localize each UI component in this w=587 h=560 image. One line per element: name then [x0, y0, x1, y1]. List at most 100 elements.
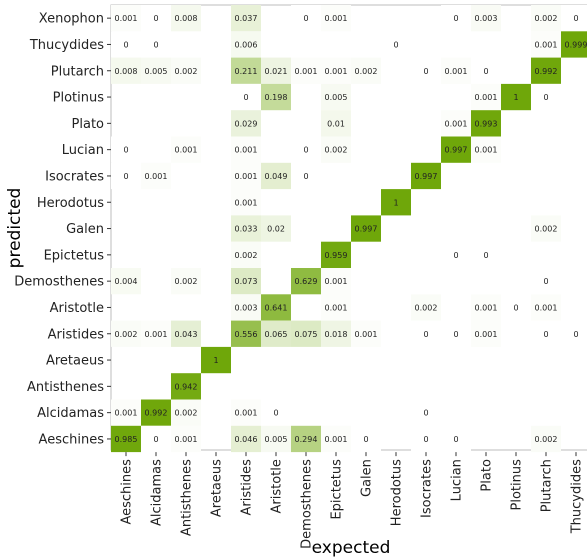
cell-value-label: 0.002	[355, 67, 378, 76]
cell-value-label: 1	[213, 356, 218, 365]
heatmap-cell	[231, 425, 261, 453]
heatmap-cell	[381, 189, 411, 216]
y-tick-label: Aristides	[48, 327, 105, 342]
cell-value-label: 0	[153, 435, 158, 444]
cell-value-label: 0	[453, 435, 458, 444]
cell-value-label: 0.997	[355, 225, 378, 234]
cell-value-label: 0.001	[235, 198, 258, 207]
cell-value-label: 0.004	[115, 277, 138, 286]
x-tick-label: Epictetus	[330, 459, 345, 520]
heatmap-cell	[111, 31, 141, 58]
heatmap-cell	[231, 215, 261, 242]
heatmap-cell	[321, 57, 351, 84]
cell-value-label: 0	[573, 330, 578, 339]
x-tick-label: Lucian	[450, 459, 465, 501]
cell-value-label: 0	[153, 14, 158, 23]
cell-value-label: 0.001	[325, 435, 348, 444]
cell-value-label: 0.997	[445, 146, 468, 155]
cell-value-label: 0	[123, 146, 128, 155]
cell-value-label: 0	[303, 146, 308, 155]
heatmap-cell	[321, 136, 351, 163]
y-tick-label: Thucydides	[29, 38, 104, 53]
heatmap-cell	[231, 136, 261, 163]
heatmap-cell	[231, 294, 261, 321]
heatmap-cell	[471, 320, 501, 347]
heatmap-cell	[171, 268, 201, 295]
heatmap-cell	[531, 320, 561, 347]
heatmap-cell	[171, 57, 201, 84]
x-axis-title: expected	[312, 538, 391, 558]
heatmap-cell	[141, 31, 171, 58]
cell-value-label: 0	[153, 40, 158, 49]
cell-value-label: 0.001	[445, 67, 468, 76]
heatmap-cell	[171, 425, 201, 453]
heatmap-cells: 0.00100.0080.03700.00100.0030.00200.9720…	[111, 5, 587, 453]
x-tick-label: Alcidamas	[150, 459, 165, 526]
cell-value-label: 0.002	[175, 409, 198, 418]
cell-value-label: 0	[423, 435, 428, 444]
heatmap-cell	[411, 399, 441, 426]
cell-value-label: 0.942	[175, 382, 198, 391]
cell-value-label: 0.075	[295, 330, 318, 339]
heatmap-cell	[321, 241, 351, 268]
cell-value-label: 0.003	[235, 303, 258, 312]
heatmap-cell	[471, 110, 501, 137]
y-tick-label: Plato	[72, 117, 105, 132]
heatmap-cell	[411, 294, 441, 321]
cell-value-label: 0.002	[115, 330, 138, 339]
cell-value-label: 0.001	[535, 303, 558, 312]
heatmap-cell	[501, 83, 531, 111]
cell-value-label: 0	[393, 40, 398, 49]
cell-value-label: 0.992	[145, 409, 168, 418]
cell-value-label: 0	[573, 14, 578, 23]
cell-value-label: 0	[423, 409, 428, 418]
heatmap-cell	[231, 268, 261, 295]
heatmap-cell	[561, 320, 587, 347]
cell-value-label: 0	[513, 303, 518, 312]
heatmap-cell	[531, 83, 561, 111]
cell-value-label: 0	[273, 409, 278, 418]
cell-value-label: 0.002	[535, 14, 558, 23]
heatmap-cell	[291, 5, 321, 32]
x-tick-label: Aeschines	[120, 459, 135, 525]
cell-value-label: 0.008	[115, 67, 138, 76]
heatmap-cell	[381, 31, 411, 58]
cell-value-label: 0.043	[175, 330, 198, 339]
heatmap-cell	[141, 162, 171, 190]
cell-value-label: 0.001	[475, 330, 498, 339]
heatmap-cell	[351, 425, 381, 453]
heatmap-cell	[111, 268, 141, 295]
heatmap-cell	[471, 57, 501, 84]
cell-value-label: 0.198	[265, 93, 288, 102]
cell-value-label: 0.001	[325, 14, 348, 23]
cell-value-label: 0	[243, 93, 248, 102]
cell-value-label: 0.001	[145, 172, 168, 181]
y-tick-label: Lucian	[62, 143, 104, 158]
heatmap-cell	[321, 110, 351, 137]
heatmap-cell	[471, 5, 501, 32]
cell-value-label: 0.641	[265, 303, 288, 312]
heatmap-cell	[231, 57, 261, 84]
heatmap-cell	[321, 268, 351, 295]
cell-value-label: 0	[123, 40, 128, 49]
y-tick-label: Xenophon	[39, 12, 104, 27]
cell-value-label: 0.999	[565, 40, 587, 49]
cell-value-label: 0.002	[535, 435, 558, 444]
heatmap-cell	[321, 320, 351, 347]
heatmap-cell	[321, 294, 351, 321]
heatmap-cell	[231, 5, 261, 32]
heatmap-cell	[111, 5, 141, 32]
cell-value-label: 0.002	[235, 251, 258, 260]
heatmap-cell	[411, 162, 441, 190]
cell-value-label: 0	[483, 67, 488, 76]
heatmap-cell	[141, 425, 171, 453]
heatmap-cell	[471, 294, 501, 321]
heatmap-cell	[561, 31, 587, 58]
cell-value-label: 0.005	[265, 435, 288, 444]
cell-value-label: 0.006	[235, 40, 258, 49]
cell-value-label: 0.008	[175, 14, 198, 23]
heatmap-cell	[291, 268, 321, 295]
heatmap-cell	[291, 320, 321, 347]
y-tick-label: Herodotus	[37, 196, 104, 211]
